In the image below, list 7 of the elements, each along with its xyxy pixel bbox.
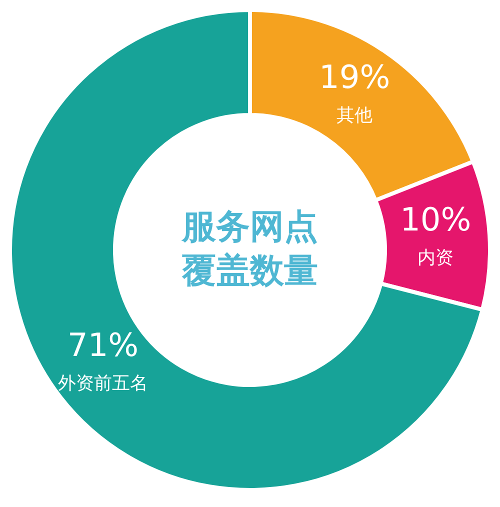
slice-label: 外资前五名 <box>58 373 148 394</box>
text: 服务网点覆盖数量 <box>181 207 318 291</box>
data-label: 19% <box>318 58 390 96</box>
slice-label: 内资 <box>418 247 454 268</box>
slice-label: 其他 <box>336 105 373 126</box>
data-label: 10% <box>400 200 472 238</box>
data-label: 71% <box>67 326 139 364</box>
